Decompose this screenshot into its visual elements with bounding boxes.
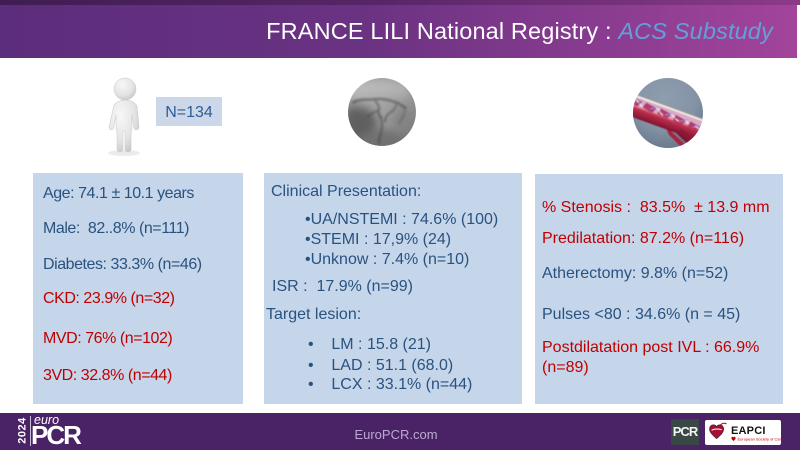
svg-text:European Society of Cardiology: European Society of Cardiology	[738, 436, 782, 441]
